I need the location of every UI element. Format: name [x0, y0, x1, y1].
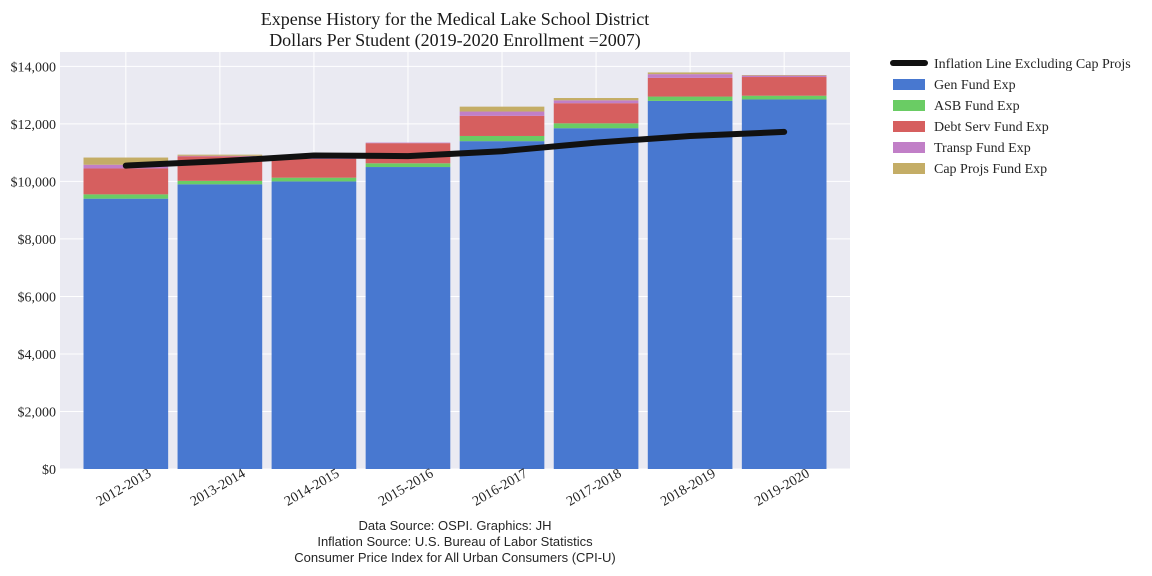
- inflation-line: [122, 128, 788, 169]
- legend-label-cap-projs-fund-exp: Cap Projs Fund Exp: [934, 162, 1047, 177]
- bar-segment-asb-fund-exp-2016-2017: [459, 135, 545, 142]
- footnote-data-source: Data Source: OSPI. Graphics: JH: [359, 518, 552, 533]
- bar-segment-cap-projs-fund-exp-2018-2019: [647, 72, 733, 75]
- bar-segment-transp-fund-exp-2013-2014: [177, 155, 263, 157]
- bar-segment-debt-serv-fund-exp-2014-2015: [271, 158, 357, 178]
- bar-segment-debt-serv-fund-exp-2012-2013: [83, 168, 169, 195]
- y-tick-label: $6,000: [18, 290, 57, 305]
- bar-segment-debt-serv-fund-exp-2017-2018: [553, 103, 639, 124]
- legend-swatch-debt-serv-fund-exp: [893, 121, 925, 132]
- bar-segment-asb-fund-exp-2015-2016: [365, 163, 451, 168]
- legend: Inflation Line Excluding Cap Projs Gen Fu…: [890, 57, 1131, 177]
- legend-label-debt-serv-fund-exp: Debt Serv Fund Exp: [934, 120, 1049, 135]
- bar-segment-gen-fund-exp-2015-2016: [365, 167, 451, 469]
- bar-segment-cap-projs-fund-exp-2013-2014: [177, 154, 263, 156]
- chart-title: Expense History for the Medical Lake Sch…: [261, 9, 649, 29]
- bar-segment-transp-fund-exp-2014-2015: [271, 158, 357, 159]
- footnote-inflation-source: Inflation Source: U.S. Bureau of Labor S…: [317, 534, 593, 549]
- bar-segment-debt-serv-fund-exp-2019-2020: [741, 77, 827, 96]
- bar-segment-cap-projs-fund-exp-2019-2020: [741, 75, 827, 76]
- bar-segment-asb-fund-exp-2014-2015: [271, 177, 357, 182]
- bar-segment-debt-serv-fund-exp-2018-2019: [647, 77, 733, 97]
- legend-label-gen-fund-exp: Gen Fund Exp: [934, 78, 1016, 93]
- bar-segment-gen-fund-exp-2018-2019: [647, 100, 733, 470]
- y-tick-label: $14,000: [11, 60, 57, 75]
- legend-label-inflation-line: Inflation Line Excluding Cap Projs: [934, 57, 1131, 72]
- inflation-line-layer: [122, 128, 788, 169]
- bar-segment-gen-fund-exp-2014-2015: [271, 181, 357, 469]
- bar-segment-asb-fund-exp-2019-2020: [741, 95, 827, 100]
- y-tick-label: $10,000: [11, 175, 57, 190]
- bar-segment-gen-fund-exp-2019-2020: [741, 99, 827, 469]
- chart-subtitle: Dollars Per Student (2019-2020 Enrollmen…: [269, 30, 641, 51]
- y-tick-label: $2,000: [18, 405, 57, 420]
- footnote-cpi: Consumer Price Index for All Urban Consu…: [294, 550, 616, 565]
- y-tick-label: $0: [42, 463, 56, 478]
- bar-segment-gen-fund-exp-2017-2018: [553, 128, 639, 470]
- legend-label-asb-fund-exp: ASB Fund Exp: [934, 99, 1020, 114]
- bar-segment-transp-fund-exp-2018-2019: [647, 74, 733, 78]
- bar-segment-gen-fund-exp-2016-2017: [459, 141, 545, 469]
- legend-swatch-cap-projs-fund-exp: [893, 163, 925, 174]
- bar-segment-cap-projs-fund-exp-2012-2013: [83, 157, 169, 165]
- legend-swatch-transp-fund-exp: [893, 142, 925, 153]
- y-tick-label: $8,000: [18, 233, 57, 248]
- bar-segment-asb-fund-exp-2013-2014: [177, 180, 263, 185]
- legend-label-transp-fund-exp: Transp Fund Exp: [934, 141, 1031, 156]
- y-axis-ticks: $0 $2,000 $4,000 $6,000 $8,000 $10,000 $12,000…: [11, 60, 57, 478]
- bar-segment-transp-fund-exp-2017-2018: [553, 100, 639, 104]
- bar-segment-asb-fund-exp-2017-2018: [553, 123, 639, 129]
- legend-swatch-gen-fund-exp: [893, 79, 925, 90]
- bar-segment-transp-fund-exp-2019-2020: [741, 75, 827, 78]
- bar-segment-transp-fund-exp-2015-2016: [365, 142, 451, 144]
- bar-segment-transp-fund-exp-2016-2017: [459, 111, 545, 116]
- y-tick-label: $12,000: [11, 118, 57, 133]
- bar-segment-gen-fund-exp-2013-2014: [177, 184, 263, 469]
- bar-segment-cap-projs-fund-exp-2016-2017: [459, 106, 545, 112]
- legend-swatch-asb-fund-exp: [893, 100, 925, 111]
- bar-segment-cap-projs-fund-exp-2017-2018: [553, 98, 639, 101]
- y-tick-label: $4,000: [18, 348, 57, 363]
- bars: [83, 72, 827, 470]
- bar-segment-gen-fund-exp-2012-2013: [83, 198, 169, 470]
- bar-segment-asb-fund-exp-2018-2019: [647, 96, 733, 101]
- bar-segment-asb-fund-exp-2012-2013: [83, 194, 169, 199]
- bar-segment-debt-serv-fund-exp-2016-2017: [459, 115, 545, 136]
